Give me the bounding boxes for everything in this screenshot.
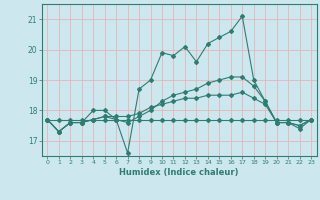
X-axis label: Humidex (Indice chaleur): Humidex (Indice chaleur) — [119, 168, 239, 177]
